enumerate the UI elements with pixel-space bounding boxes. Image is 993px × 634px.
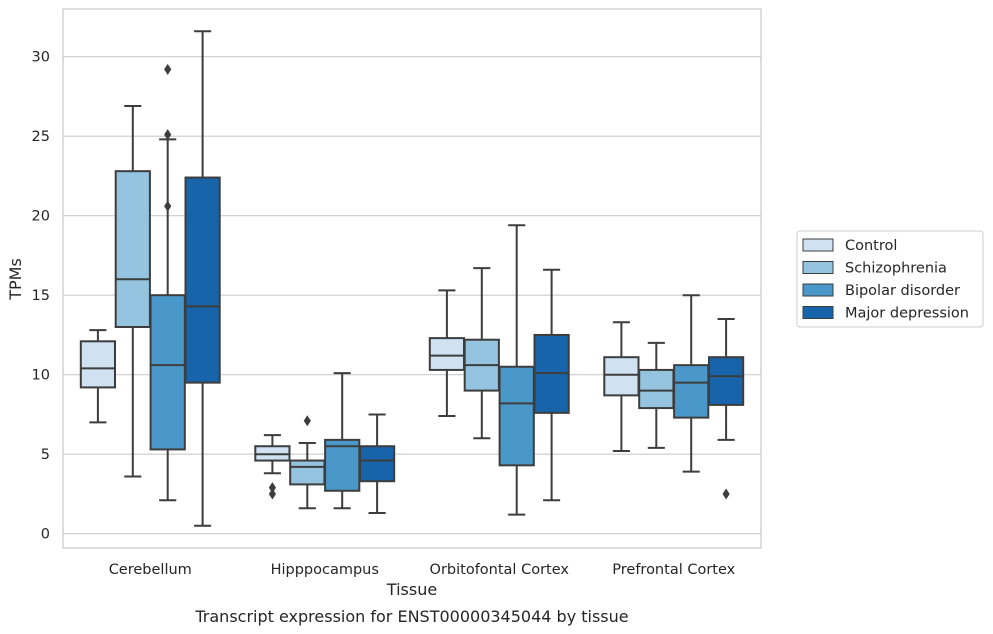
iqr-box bbox=[638, 368, 675, 410]
legend-swatch bbox=[802, 261, 834, 274]
outlier-point bbox=[164, 200, 172, 212]
legend-swatch bbox=[802, 238, 834, 252]
box-schizophrenia bbox=[463, 267, 500, 440]
x-tick-label: Hipppocampus bbox=[271, 562, 379, 578]
y-tick-label: 5 bbox=[41, 447, 50, 463]
x-tick-labels: Cerebellum Hipppocampus Orbitofontal Corte… bbox=[109, 562, 736, 578]
y-tick-label: 10 bbox=[32, 368, 50, 384]
iqr-box bbox=[184, 176, 221, 384]
iqr-box bbox=[603, 356, 640, 397]
y-axis-title: TPMs bbox=[6, 258, 25, 301]
box-bipolar-disorder bbox=[498, 224, 535, 516]
box-control bbox=[428, 289, 466, 418]
y-tick-labels: 0 5 10 15 20 25 30 bbox=[32, 50, 50, 543]
iqr-box bbox=[673, 364, 710, 419]
x-tick-label: Cerebellum bbox=[109, 562, 192, 578]
x-tick-label: Prefrontal Cortex bbox=[612, 562, 735, 578]
box-control bbox=[603, 321, 640, 453]
box-bipolar-disorder bbox=[673, 294, 710, 473]
box-control bbox=[79, 329, 117, 424]
box-schizophrenia bbox=[114, 104, 151, 478]
iqr-box bbox=[289, 459, 326, 486]
box-schizophrenia bbox=[289, 415, 326, 510]
iqr-box bbox=[707, 356, 745, 406]
iqr-box bbox=[114, 170, 151, 328]
box-bipolar-disorder bbox=[149, 63, 186, 502]
box-major-depression bbox=[358, 413, 396, 515]
legend-label: Bipolar disorder bbox=[845, 283, 960, 299]
y-tick-label: 30 bbox=[32, 50, 50, 66]
outlier-point bbox=[722, 488, 730, 500]
box-schizophrenia bbox=[638, 341, 675, 449]
x-tick-label: Orbitofontal Cortex bbox=[430, 562, 570, 578]
box-bipolar-disorder bbox=[324, 372, 361, 510]
box-control bbox=[254, 434, 291, 500]
iqr-box bbox=[324, 438, 361, 492]
legend-items: Control Schizophrenia Bipolar disorder Majo… bbox=[802, 238, 969, 322]
legend-frame bbox=[796, 230, 984, 328]
iqr-box bbox=[428, 337, 466, 371]
y-tick-label: 20 bbox=[32, 209, 50, 225]
legend-swatch bbox=[802, 283, 834, 297]
outlier-point bbox=[164, 129, 172, 141]
box-major-depression bbox=[533, 268, 570, 502]
box-major-depression bbox=[707, 318, 745, 500]
outlier-point bbox=[268, 482, 276, 494]
outlier-point bbox=[268, 488, 276, 500]
plot-frame bbox=[62, 8, 762, 549]
iqr-box bbox=[498, 365, 535, 467]
legend-label: Control bbox=[845, 238, 897, 254]
box-major-depression bbox=[184, 30, 221, 527]
box-groups bbox=[79, 30, 745, 527]
y-tick-label: 15 bbox=[32, 288, 50, 304]
y-tick-label: 25 bbox=[32, 129, 50, 145]
y-tick-label: 0 bbox=[41, 527, 50, 543]
iqr-box bbox=[79, 340, 117, 389]
chart-title: Transcript expression for ENST0000034504… bbox=[194, 607, 628, 626]
iqr-box bbox=[149, 294, 186, 451]
legend-swatch bbox=[802, 306, 834, 319]
outlier-point bbox=[303, 415, 311, 427]
legend-label: Major depression bbox=[845, 306, 969, 322]
outlier-point bbox=[164, 63, 172, 75]
legend: Control Schizophrenia Bipolar disorder Majo… bbox=[796, 230, 984, 328]
legend-label: Schizophrenia bbox=[845, 261, 947, 277]
x-axis-title: Tissue bbox=[386, 580, 437, 599]
iqr-box bbox=[358, 445, 396, 483]
